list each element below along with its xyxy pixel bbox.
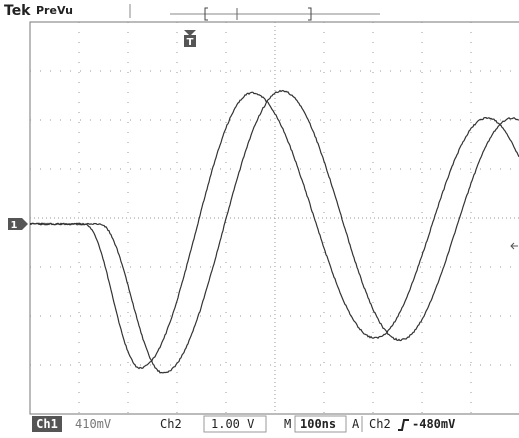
ch2-label: Ch2 xyxy=(160,417,182,431)
trigger-label: A xyxy=(352,417,360,431)
time-label: M xyxy=(284,417,291,431)
record-window xyxy=(204,7,312,21)
ch2-scale: 1.00 V xyxy=(211,417,254,431)
mode: PreVu xyxy=(36,4,73,17)
ch1-waveform xyxy=(29,91,519,370)
graticule xyxy=(29,21,519,415)
trigger-source: Ch2 xyxy=(369,417,391,431)
trigger-marker xyxy=(184,35,196,47)
slope-icon xyxy=(398,419,409,431)
waveforms xyxy=(29,89,519,374)
level-arrow xyxy=(510,242,518,250)
time-scale: 100ns xyxy=(300,417,336,431)
ch2-waveform xyxy=(29,89,519,374)
trigger-marker-label: T xyxy=(187,37,194,48)
ch1-label: Ch1 xyxy=(36,417,58,431)
brand: Tek xyxy=(4,3,31,19)
ch1-marker xyxy=(8,218,28,230)
ch1-scale: 410mV xyxy=(75,417,111,431)
ch1-marker-label: 1 xyxy=(11,220,18,231)
time-box xyxy=(294,415,347,433)
trigger-level: -480mV xyxy=(412,417,455,431)
ch1-box xyxy=(32,416,62,432)
ch2-box xyxy=(203,415,267,433)
trigger-arrow xyxy=(184,30,196,36)
